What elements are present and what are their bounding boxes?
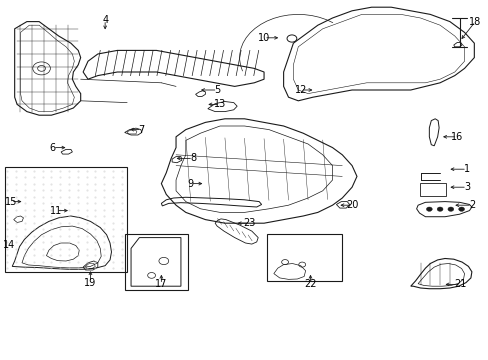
Text: 17: 17 [155,279,167,289]
Text: 4: 4 [102,15,108,25]
Text: 1: 1 [463,164,469,174]
Text: 14: 14 [2,240,15,250]
Text: 11: 11 [50,206,62,216]
Bar [5,167,127,272]
Bar [419,183,446,196]
Text: 10: 10 [257,33,270,43]
Text: 7: 7 [139,125,144,135]
Circle shape [436,207,442,211]
Circle shape [447,207,453,211]
Text: 15: 15 [4,197,17,207]
Text: 19: 19 [84,278,97,288]
Circle shape [458,207,464,211]
Text: 22: 22 [304,279,316,289]
Text: 21: 21 [453,279,466,289]
Text: 8: 8 [190,153,196,163]
Text: 6: 6 [50,143,56,153]
Text: 18: 18 [468,17,481,27]
Text: 12: 12 [294,85,306,95]
Bar [266,234,342,281]
Text: 2: 2 [468,200,474,210]
Text: 23: 23 [243,218,255,228]
Circle shape [426,207,431,211]
Text: 13: 13 [213,99,226,109]
Bar [124,234,188,290]
Text: 3: 3 [463,182,469,192]
Text: 5: 5 [214,85,220,95]
Text: 20: 20 [345,200,358,210]
Text: 16: 16 [450,132,463,142]
Text: 9: 9 [187,179,193,189]
